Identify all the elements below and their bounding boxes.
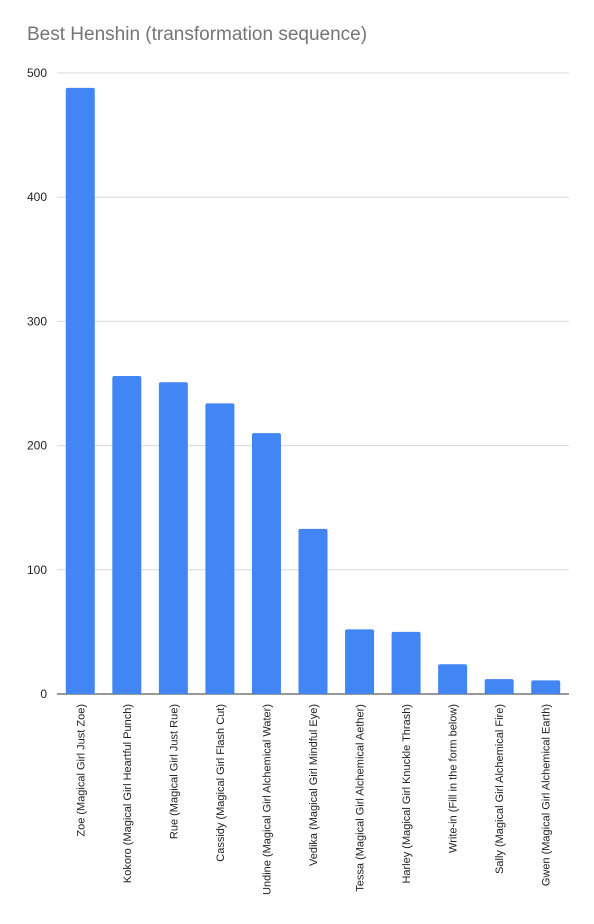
bar [65, 87, 95, 695]
x-tick-label: Write-in (Fill in the form below) [448, 704, 460, 853]
bar [298, 528, 328, 694]
bar [438, 664, 468, 694]
bar [484, 679, 514, 694]
y-tick-label: 500 [27, 66, 47, 80]
bars [65, 87, 561, 695]
chart-title: Best Henshin (transformation sequence) [27, 24, 368, 45]
x-tick-label: Tessa (Magical Girl Alchemical Aether) [355, 704, 367, 892]
x-tick-label: Rue (Magical Girl Just Rue) [168, 704, 180, 839]
bar [205, 403, 235, 694]
y-axis-tick-labels: 0 100 200 300 400 500 [27, 66, 47, 701]
x-tick-label: Sally (Magical Girl Alchemical Fire) [494, 704, 506, 874]
y-tick-label: 200 [27, 439, 47, 453]
x-tick-label: Zoe (Magical Girl Just Zoe) [75, 704, 87, 837]
x-tick-label: Vedika (Magical Girl Mindful Eye) [308, 704, 320, 866]
bar [112, 376, 142, 694]
y-tick-label: 100 [27, 563, 47, 577]
y-tick-label: 300 [27, 314, 47, 328]
x-tick-label: Harley (Magical Girl Knuckle Thrash) [401, 704, 413, 884]
y-tick-label: 400 [27, 190, 47, 204]
x-tick-label: Undine (Magical Girl Alchemical Water) [261, 704, 273, 895]
bar [531, 680, 561, 694]
bar [251, 433, 281, 694]
y-tick-label: 0 [40, 687, 47, 701]
x-tick-label: Kokoro (Magical Girl Heartful Punch) [122, 704, 134, 883]
x-tick-label: Gwen (Magical Girl Alchemical Earth) [541, 704, 553, 886]
bar [391, 631, 421, 694]
bar [345, 629, 375, 694]
bar [158, 382, 188, 694]
x-axis-tick-labels: Zoe (Magical Girl Just Zoe) Kokoro (Magic… [75, 704, 552, 895]
x-tick-label: Cassidy (Magical Girl Flash Cut) [215, 704, 227, 862]
